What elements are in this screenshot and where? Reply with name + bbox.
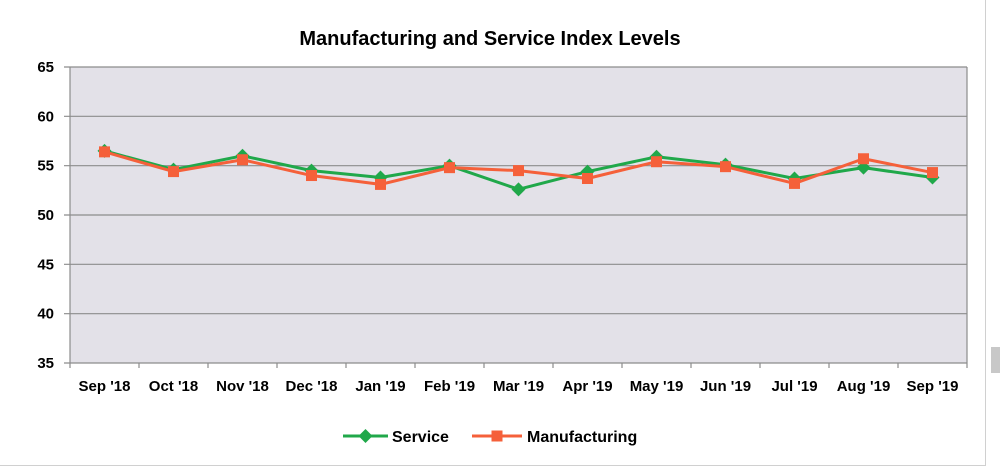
x-tick-label: Jan '19 (355, 378, 405, 395)
y-tick-label: 40 (37, 306, 54, 323)
scrollbar-thumb[interactable] (991, 347, 1000, 373)
data-point-manufacturing (858, 153, 869, 165)
x-tick-label: Nov '18 (216, 378, 269, 395)
data-point-manufacturing (720, 161, 731, 173)
gridlines (64, 66, 967, 364)
legend-marker (491, 430, 503, 442)
legend: Service Manufacturing (343, 429, 637, 446)
data-point-manufacturing (582, 172, 593, 184)
line-chart: Manufacturing and Service Index Levels 3… (37, 28, 968, 446)
chart-frame: Manufacturing and Service Index Levels 3… (0, 0, 986, 466)
data-point-manufacturing (513, 165, 524, 177)
x-tick-label: Jun '19 (700, 378, 751, 395)
y-tick-label: 50 (37, 207, 54, 224)
x-tick-label: Sep '18 (79, 378, 131, 395)
y-tick-label: 45 (37, 256, 54, 273)
x-tick-label: Feb '19 (424, 378, 475, 395)
legend-label: Service (392, 429, 449, 446)
x-tick-label: Apr '19 (562, 378, 612, 395)
series-layer (97, 143, 940, 197)
x-tick-label: Sep '19 (907, 378, 959, 395)
x-tick-label: Dec '18 (286, 378, 338, 395)
chart-title: Manufacturing and Service Index Levels (299, 28, 680, 50)
y-tick-label: 55 (37, 158, 54, 175)
series-manufacturing (99, 146, 938, 190)
legend-item-manufacturing: Manufacturing (472, 429, 637, 446)
x-tick-label: Jul '19 (771, 378, 817, 395)
axes: 35 40 45 50 55 60 65 Sep '18 Oct '18 Nov '18 Dec '… (37, 59, 968, 395)
legend-item-service: Service (343, 429, 449, 446)
data-point-manufacturing (237, 154, 248, 166)
y-tick-label: 35 (37, 355, 54, 372)
data-point-manufacturing (306, 170, 317, 182)
x-tick-label: Oct '18 (149, 378, 198, 395)
data-point-manufacturing (99, 146, 110, 158)
data-point-manufacturing (444, 162, 455, 174)
data-point-manufacturing (375, 178, 386, 190)
legend-label: Manufacturing (527, 429, 637, 446)
data-point-manufacturing (168, 166, 179, 178)
data-point-manufacturing (927, 167, 938, 179)
x-tick-label: Mar '19 (493, 378, 544, 395)
data-point-manufacturing (651, 156, 662, 168)
y-tick-label: 65 (37, 59, 54, 76)
data-point-service (511, 182, 526, 197)
x-tick-label: May '19 (630, 378, 684, 395)
y-tick-label: 60 (37, 108, 54, 125)
legend-marker (358, 429, 373, 443)
x-tick-label: Aug '19 (837, 378, 891, 395)
data-point-manufacturing (789, 177, 800, 189)
